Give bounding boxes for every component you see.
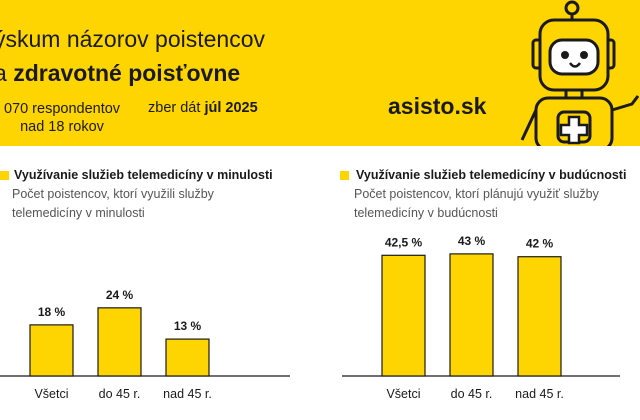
left-chart-title: Využívanie služieb telemedicíny v minulo… — [14, 168, 273, 182]
right-value-label-2: 43 % — [458, 234, 486, 248]
header-banner: ýskum názorov poistencov a zdravotné poi… — [0, 0, 640, 146]
page-title-prefix: a — [0, 60, 7, 86]
right-bar-3 — [517, 256, 562, 377]
left-category-label-1: Všetci — [34, 387, 68, 401]
left-bar-2 — [97, 307, 142, 377]
right-category-label-1: Všetci — [386, 387, 420, 401]
left-chart-subtitle: Počet poistencov, ktorí využili služby t… — [12, 187, 214, 220]
robot-mascot-with-medical-cross-icon — [520, 0, 640, 146]
left-bar-3 — [165, 338, 210, 377]
right-value-label-3: 42 % — [526, 237, 554, 251]
right-panel-bullet — [340, 171, 349, 180]
page-title-line1: ýskum názorov poistencov — [0, 26, 266, 52]
right-chart-subtitle: Počet poistencov, ktorí plánujú využiť s… — [354, 187, 599, 220]
page-title-bold: zdravotné poisťovne — [13, 60, 241, 86]
right-chart-title: Využívanie služieb telemedicíny v budúcn… — [356, 168, 627, 182]
left-value-label-1: 18 % — [38, 305, 66, 319]
left-panel-bullet — [0, 171, 9, 180]
right-bar-1 — [381, 254, 426, 377]
right-bar-2 — [449, 253, 494, 377]
left-bar-1 — [29, 324, 74, 377]
right-category-label-3: nad 45 r. — [515, 387, 564, 401]
collection-prefix: zber dát — [148, 100, 201, 116]
collection-date-value: júl 2025 — [204, 100, 258, 116]
right-value-label-1: 42,5 % — [385, 235, 423, 249]
respondents-count: 070 respondentov — [3, 101, 121, 117]
brand-logo: asisto.sk — [388, 93, 487, 119]
left-value-label-3: 13 % — [174, 319, 202, 333]
respondents-info: 070 respondentov nad 18 rokov — [0, 100, 128, 136]
left-value-label-2: 24 % — [106, 288, 134, 302]
right-category-label-2: do 45 r. — [451, 387, 493, 401]
collection-date: zber dát júl 2025 — [148, 100, 258, 116]
page-title-line2: a zdravotné poisťovne — [0, 60, 240, 87]
respondents-age: nad 18 rokov — [20, 119, 104, 135]
left-category-label-3: nad 45 r. — [163, 387, 212, 401]
left-category-label-2: do 45 r. — [99, 387, 141, 401]
